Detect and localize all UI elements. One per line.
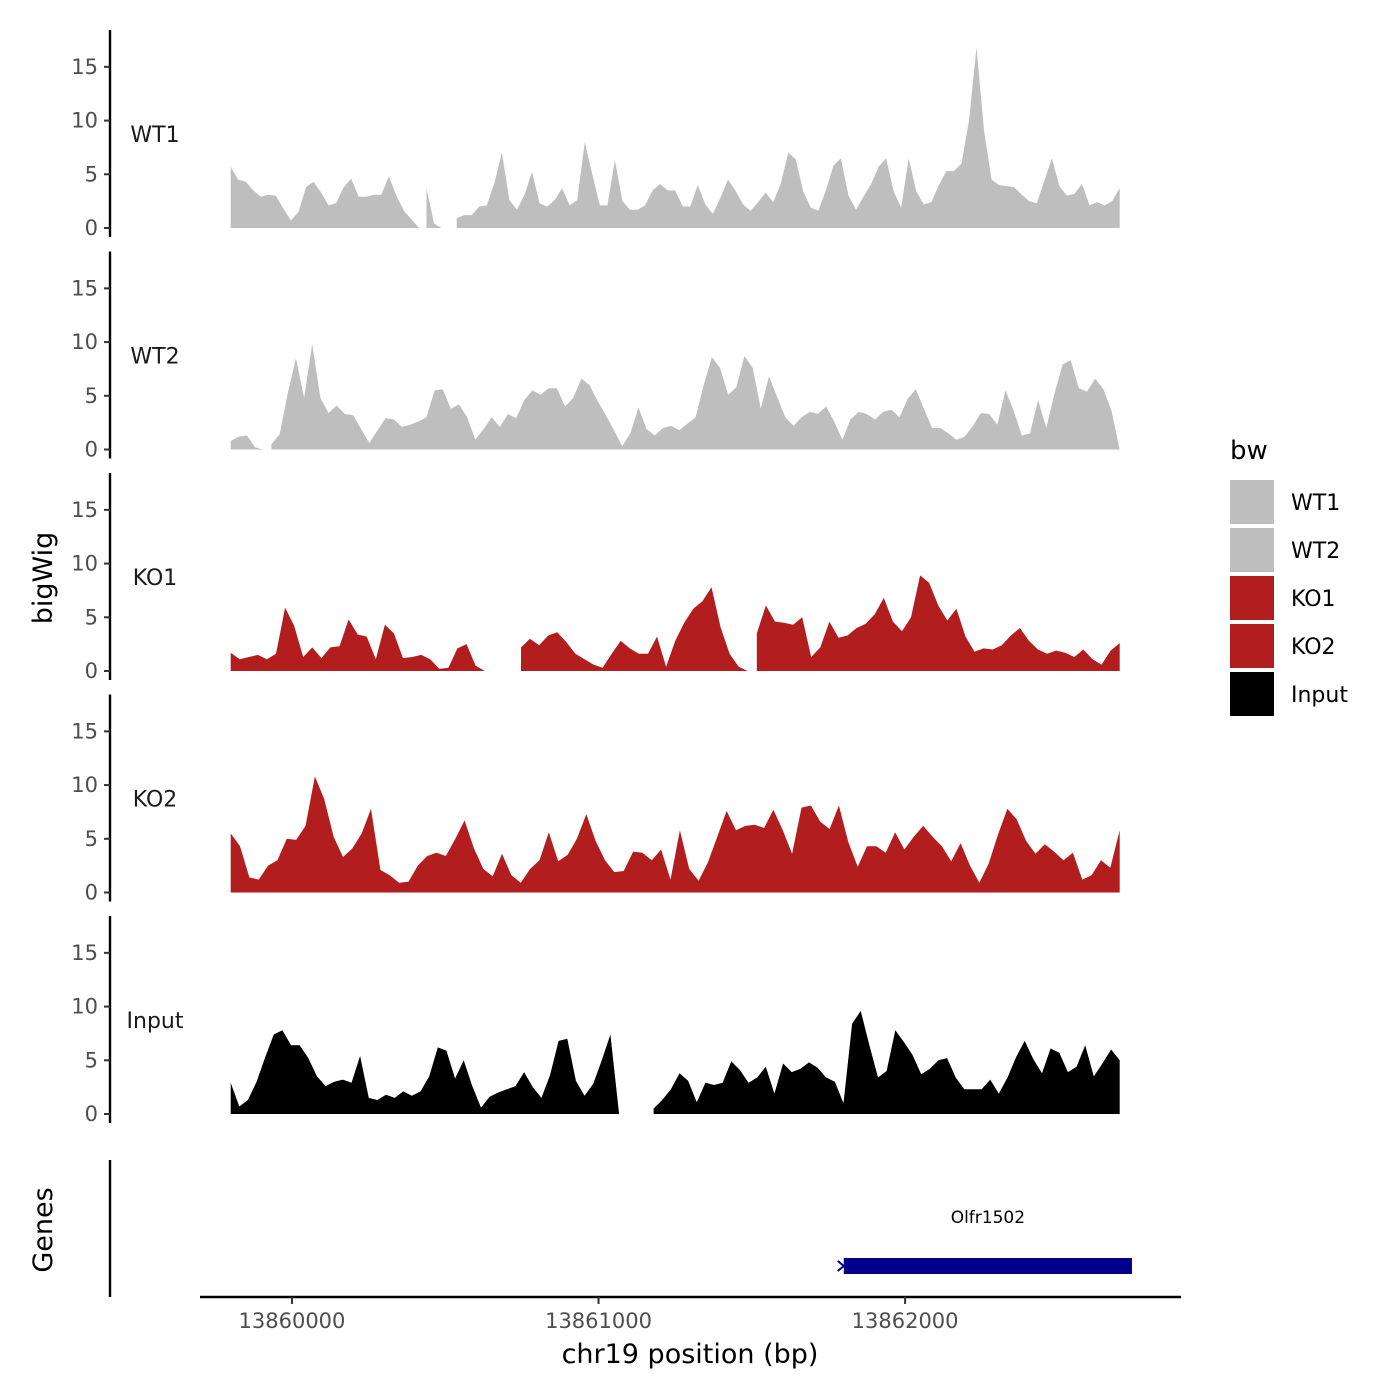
legend-label: KO2 bbox=[1291, 635, 1336, 660]
y-tick-label: 0 bbox=[85, 438, 98, 462]
track-area-ko1 bbox=[230, 575, 1120, 671]
track-area-ko2 bbox=[230, 776, 1120, 893]
track-ko2: 0 5 10 15 KO2 bbox=[71, 694, 1120, 905]
track-label-ko1: KO1 bbox=[133, 566, 178, 591]
legend-item-input: Input bbox=[1230, 672, 1348, 716]
y-tick-label: 10 bbox=[71, 330, 98, 354]
legend-label: KO1 bbox=[1291, 587, 1336, 612]
legend-swatch bbox=[1230, 576, 1274, 620]
legend-item-wt1: WT1 bbox=[1230, 480, 1340, 524]
y-tick-label: 15 bbox=[71, 276, 98, 300]
track-wt2: 0 5 10 15 WT2 bbox=[71, 251, 1120, 462]
legend-swatch bbox=[1230, 624, 1274, 668]
x-tick-label: 13862000 bbox=[852, 1309, 959, 1333]
y-tick-label: 5 bbox=[85, 1048, 98, 1072]
track-area-input bbox=[230, 1010, 1120, 1114]
y-tick-label: 15 bbox=[71, 55, 98, 79]
gene-strand-marker bbox=[837, 1260, 846, 1272]
track-label-input: Input bbox=[127, 1009, 184, 1034]
track-label-ko2: KO2 bbox=[133, 788, 178, 813]
legend-item-wt2: WT2 bbox=[1230, 528, 1340, 572]
y-axis-title: bigWig bbox=[28, 532, 59, 625]
y-tick-label: 5 bbox=[85, 162, 98, 186]
y-tick-label: 0 bbox=[85, 881, 98, 905]
legend-item-ko1: KO1 bbox=[1230, 576, 1336, 620]
legend-swatch bbox=[1230, 528, 1274, 572]
y-tick-label: 10 bbox=[71, 995, 98, 1019]
x-tick-label: 13860000 bbox=[239, 1309, 346, 1333]
track-label-wt2: WT2 bbox=[130, 345, 179, 370]
y-tick-label: 10 bbox=[71, 109, 98, 133]
track-area-wt1 bbox=[230, 47, 1120, 228]
y-tick-label: 5 bbox=[85, 384, 98, 408]
track-wt1: 0 5 10 15 WT1 bbox=[71, 30, 1120, 240]
legend-item-ko2: KO2 bbox=[1230, 624, 1336, 668]
track-area-wt2 bbox=[230, 344, 1120, 450]
legend-label: Input bbox=[1291, 683, 1348, 708]
legend-swatch bbox=[1230, 672, 1274, 716]
y-tick-label: 10 bbox=[71, 552, 98, 576]
y-tick-label: 0 bbox=[85, 659, 98, 683]
legend-label: WT1 bbox=[1291, 491, 1340, 516]
legend: bw WT1 WT2 KO1 KO2 Input bbox=[1230, 436, 1348, 716]
y-tick-label: 0 bbox=[85, 1102, 98, 1126]
genes-axis-title: Genes bbox=[28, 1187, 59, 1272]
gene-body bbox=[843, 1258, 1132, 1274]
track-label-wt1: WT1 bbox=[130, 123, 179, 148]
x-axis: 13860000 13861000 13862000 bbox=[200, 1295, 1181, 1333]
track-ko1: 0 5 10 15 KO1 bbox=[71, 473, 1120, 683]
x-tick-label: 13861000 bbox=[545, 1309, 652, 1333]
y-tick-label: 5 bbox=[85, 827, 98, 851]
y-tick-label: 15 bbox=[71, 719, 98, 743]
gene-label: Olfr1502 bbox=[951, 1208, 1025, 1228]
y-tick-label: 10 bbox=[71, 773, 98, 797]
y-tick-label: 5 bbox=[85, 605, 98, 629]
legend-swatch bbox=[1230, 480, 1274, 524]
y-tick-label: 15 bbox=[71, 941, 98, 965]
gene-olfr1502: Olfr1502 bbox=[837, 1208, 1132, 1274]
y-tick-label: 0 bbox=[85, 216, 98, 240]
y-tick-label: 15 bbox=[71, 498, 98, 522]
tracks-layer: 0 5 10 15 WT1 0 5 10 15 WT2 0 5 10 15 KO1 0 5 10 15 KO2 0 5 10… bbox=[71, 30, 1120, 1126]
genes-panel: Olfr1502 bbox=[108, 1160, 1132, 1297]
track-input: 0 5 10 15 Input bbox=[71, 916, 1120, 1126]
x-axis-title: chr19 position (bp) bbox=[562, 1339, 819, 1370]
legend-title: bw bbox=[1230, 436, 1268, 466]
legend-label: WT2 bbox=[1291, 539, 1340, 564]
